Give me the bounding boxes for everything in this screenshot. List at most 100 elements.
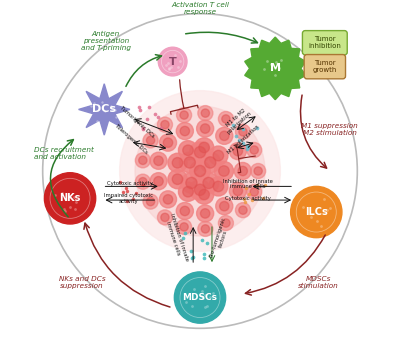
Circle shape: [199, 142, 210, 153]
Point: [308, 214, 314, 220]
Point: [264, 58, 270, 64]
Point: [246, 191, 253, 197]
Point: [108, 105, 115, 110]
Point: [112, 114, 119, 119]
Circle shape: [222, 219, 230, 227]
Text: NKs and DCs
suppression: NKs and DCs suppression: [59, 276, 105, 289]
Point: [300, 204, 306, 209]
Text: M: M: [270, 63, 281, 74]
Point: [59, 190, 65, 196]
Circle shape: [194, 146, 206, 158]
Circle shape: [150, 173, 167, 190]
Circle shape: [176, 122, 193, 140]
Point: [152, 111, 158, 117]
Point: [190, 254, 196, 260]
Circle shape: [146, 197, 155, 206]
Circle shape: [200, 209, 210, 218]
Circle shape: [181, 173, 202, 193]
Circle shape: [216, 127, 233, 144]
Circle shape: [194, 166, 206, 177]
Point: [90, 101, 97, 106]
Point: [117, 179, 124, 184]
Point: [62, 209, 68, 214]
Text: T: T: [169, 56, 176, 67]
Point: [229, 122, 236, 127]
Text: DCs recruitment
and activation: DCs recruitment and activation: [34, 147, 94, 160]
Point: [243, 185, 249, 190]
Text: M1 suppression
M2 stimulation: M1 suppression M2 stimulation: [300, 123, 357, 136]
Circle shape: [180, 111, 188, 119]
Circle shape: [176, 220, 192, 235]
Point: [162, 62, 169, 67]
Text: ILCs: ILCs: [305, 207, 328, 217]
Circle shape: [176, 107, 192, 122]
Text: NKs: NKs: [59, 193, 81, 203]
Point: [203, 240, 210, 246]
Point: [321, 196, 327, 201]
Point: [96, 106, 102, 112]
Point: [324, 208, 330, 213]
Point: [254, 182, 260, 187]
Circle shape: [180, 206, 190, 216]
Circle shape: [176, 202, 193, 220]
Point: [318, 223, 324, 229]
Point: [199, 237, 206, 243]
Circle shape: [247, 143, 262, 158]
Circle shape: [158, 117, 172, 132]
Circle shape: [216, 198, 233, 215]
Point: [73, 199, 80, 205]
Text: Tolerogenic DCs: Tolerogenic DCs: [114, 123, 149, 155]
Point: [268, 62, 274, 67]
Circle shape: [154, 156, 163, 166]
Point: [61, 206, 67, 212]
Circle shape: [200, 124, 210, 133]
Point: [166, 66, 172, 71]
Point: [166, 65, 172, 70]
Circle shape: [233, 146, 242, 156]
Point: [241, 196, 247, 202]
Circle shape: [183, 145, 193, 156]
Circle shape: [220, 201, 229, 211]
Point: [244, 146, 250, 152]
Point: [240, 126, 246, 132]
Point: [180, 235, 186, 240]
Polygon shape: [78, 84, 130, 135]
Circle shape: [236, 203, 250, 218]
Circle shape: [190, 180, 210, 200]
Text: DCs: DCs: [92, 104, 116, 115]
Circle shape: [198, 173, 219, 193]
Point: [67, 205, 74, 210]
Circle shape: [239, 206, 247, 214]
Polygon shape: [245, 37, 306, 100]
Circle shape: [135, 174, 150, 189]
Circle shape: [220, 131, 229, 141]
Point: [233, 134, 240, 139]
Circle shape: [190, 161, 210, 181]
Point: [168, 64, 174, 69]
Point: [72, 207, 78, 212]
Circle shape: [135, 106, 265, 236]
Point: [119, 189, 126, 194]
Circle shape: [254, 167, 262, 175]
Circle shape: [214, 161, 234, 181]
Point: [146, 105, 152, 110]
Circle shape: [174, 272, 226, 323]
Point: [158, 125, 164, 130]
Circle shape: [163, 195, 173, 204]
Circle shape: [139, 156, 147, 165]
Circle shape: [197, 205, 214, 222]
Circle shape: [213, 181, 224, 192]
Point: [207, 295, 213, 300]
Circle shape: [222, 115, 230, 123]
Text: Cytotoxic activity: Cytotoxic activity: [225, 196, 271, 201]
Point: [259, 196, 266, 201]
Point: [130, 196, 136, 202]
Circle shape: [194, 185, 214, 204]
Point: [109, 107, 115, 113]
FancyBboxPatch shape: [302, 31, 347, 55]
Point: [155, 114, 162, 120]
Circle shape: [250, 188, 258, 196]
Circle shape: [160, 134, 176, 151]
Point: [175, 65, 182, 70]
Point: [112, 107, 118, 113]
